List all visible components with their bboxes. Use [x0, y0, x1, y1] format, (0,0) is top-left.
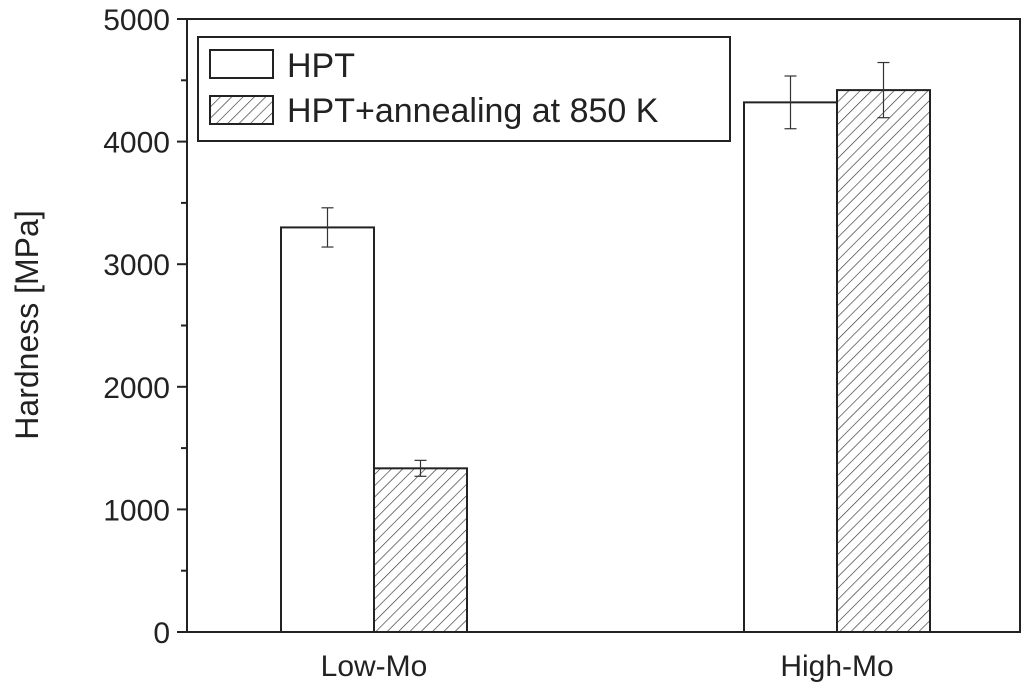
y-axis-label: Hardness [MPa] — [9, 210, 45, 439]
bar-high-mo-annealed — [836, 89, 931, 634]
y-tick-label: 5000 — [103, 4, 170, 37]
x-tick-label: Low-Mo — [321, 650, 428, 683]
legend-swatch-annealed — [209, 95, 274, 125]
bar-low-mo-annealed — [373, 467, 468, 634]
y-tick-label: 3000 — [103, 249, 170, 282]
y-tick-label: 4000 — [103, 127, 170, 160]
bar-high-mo-hpt — [743, 101, 838, 634]
error-bar — [784, 75, 797, 130]
legend-swatch-hpt — [209, 49, 274, 79]
y-tick-label: 0 — [153, 617, 170, 650]
error-bar — [414, 459, 427, 477]
legend-label-annealed: HPT+annealing at 850 K — [287, 92, 659, 130]
x-tick-label: High-Mo — [780, 650, 893, 683]
error-bar — [321, 207, 334, 248]
y-tick-label: 2000 — [103, 372, 170, 405]
legend: HPT HPT+annealing at 850 K — [197, 36, 731, 142]
legend-label-hpt: HPT — [287, 47, 355, 85]
bar-low-mo-hpt — [280, 226, 375, 633]
error-bar — [877, 61, 890, 119]
y-tick-label: 1000 — [103, 494, 170, 527]
